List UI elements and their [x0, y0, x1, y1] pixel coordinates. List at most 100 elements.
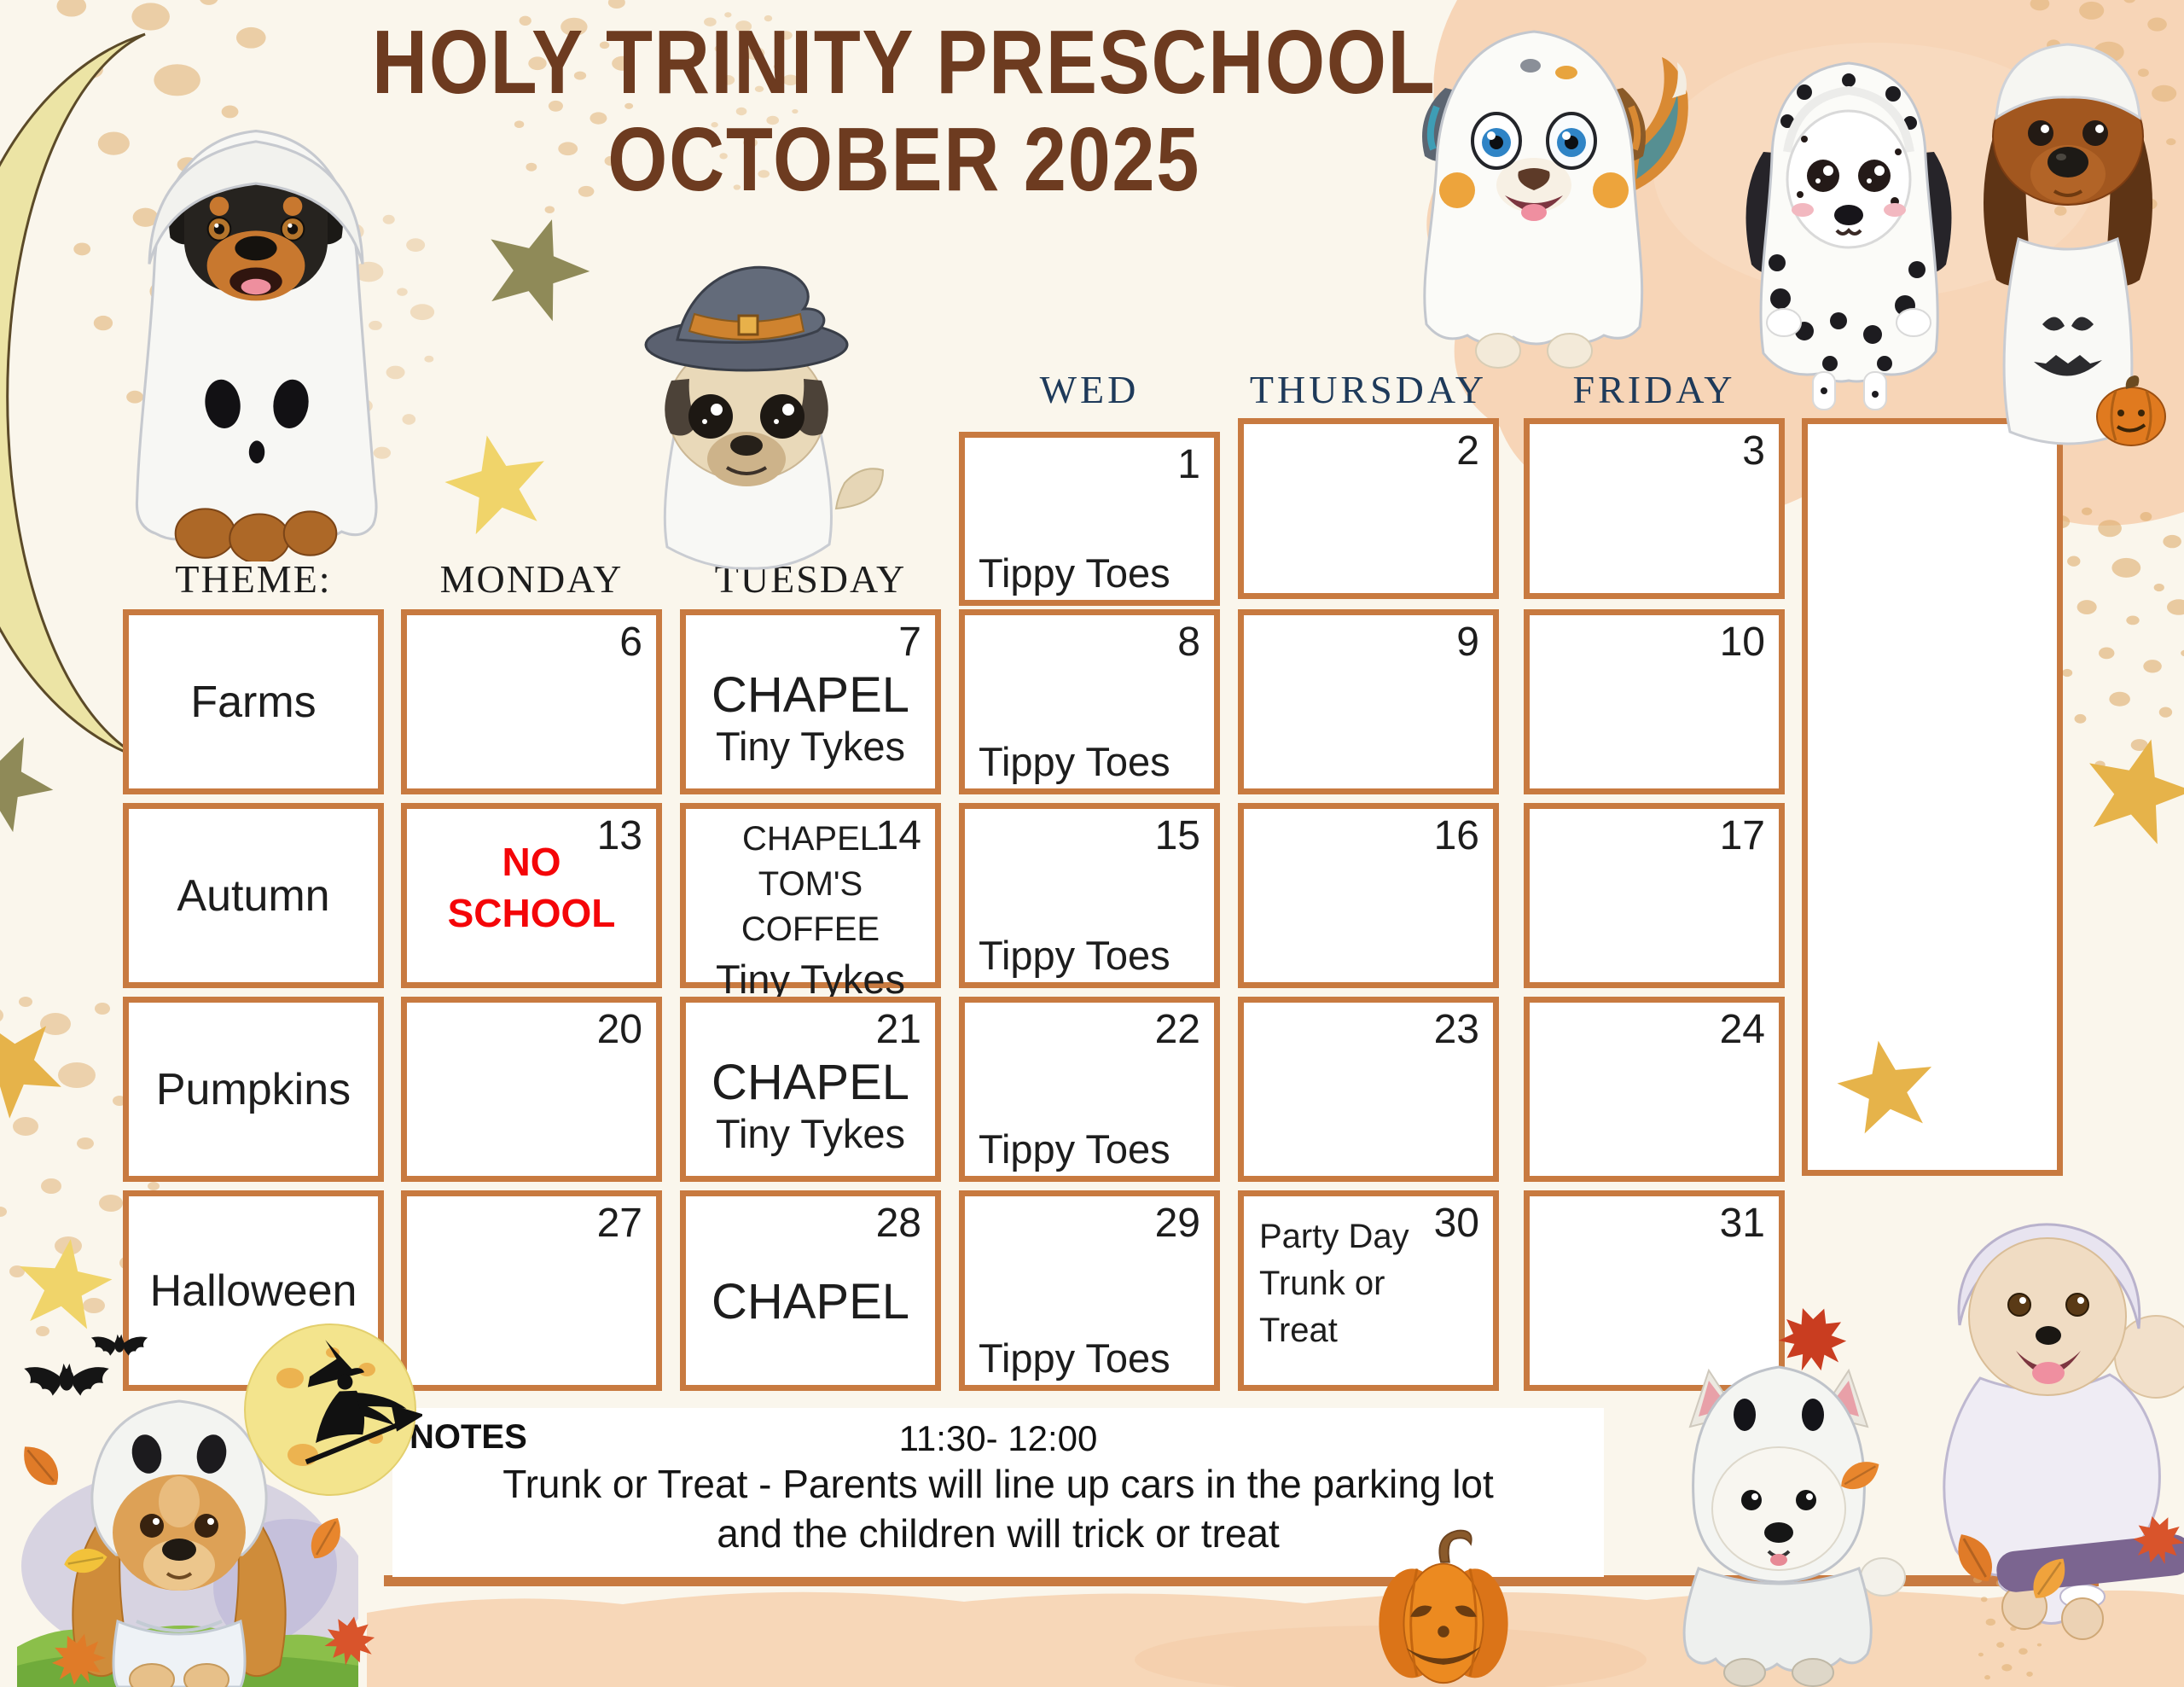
autumn-leaf-icon [1834, 1451, 1886, 1500]
header-theme: THEME: [175, 557, 332, 601]
theme-cell-autumn: Autumn [123, 803, 384, 988]
cocker-spaniel-ghost-dog-illustration [17, 1399, 358, 1687]
day-number: 2 [1456, 428, 1479, 474]
day-number: 1 [1177, 442, 1200, 487]
cell-oct-15: 15 Tippy Toes [959, 803, 1220, 988]
cell-oct-21: 21 CHAPEL Tiny Tykes [680, 997, 941, 1182]
event-label: Party Day [1259, 1218, 1409, 1255]
star-icon [473, 203, 601, 328]
empty-side-box [1802, 418, 2063, 1176]
event-label: CHAPEL [741, 820, 880, 858]
day-number: 24 [1719, 1007, 1765, 1052]
theme-cell-pumpkins: Pumpkins [123, 997, 384, 1182]
header-tuesday: TUESDAY [714, 557, 907, 601]
day-number: 13 [596, 813, 642, 858]
star-icon [12, 1232, 117, 1332]
event-label: Trunk or [1259, 1265, 1385, 1303]
cell-oct-7: 7 CHAPEL Tiny Tykes [680, 609, 941, 794]
notes-line: Trunk or Treat - Parents will line up ca… [502, 1462, 1494, 1506]
notes-section: NOTES 11:30- 12:00 Trunk or Treat - Pare… [392, 1408, 1604, 1577]
page-title: HOLY TRINITY PRESCHOOL OCTOBER 2025 [0, 14, 1809, 208]
cell-oct-23: 23 [1238, 997, 1499, 1182]
notes-time: 11:30- 12:00 [898, 1418, 1098, 1458]
cell-oct-30: 30 Party Day Trunk or Treat [1238, 1190, 1499, 1391]
cell-oct-22: 22 Tippy Toes [959, 997, 1220, 1182]
gold-splatter-cluster [1817, 1570, 2184, 1687]
day-number: 22 [1154, 1007, 1200, 1052]
header-thursday: THURSDAY [1249, 368, 1488, 411]
event-label: Tippy Toes [979, 1126, 1170, 1172]
day-number: 21 [875, 1007, 921, 1052]
day-number: 31 [1719, 1201, 1765, 1246]
title-line1: HOLY TRINITY PRESCHOOL [372, 12, 1437, 113]
day-number: 10 [1719, 620, 1765, 665]
event-label: Tippy Toes [979, 933, 1170, 978]
day-number: 7 [898, 620, 921, 665]
cell-oct-14: 14 CHAPEL TOM'S COFFEE Tiny Tykes [680, 803, 941, 1002]
cell-oct-24: 24 [1524, 997, 1785, 1182]
event-label: CHAPEL [711, 667, 910, 723]
event-label: CHAPEL [711, 1274, 910, 1329]
header-monday: MONDAY [439, 557, 624, 601]
cell-oct-27: 27 [401, 1190, 662, 1391]
no-school-label: SCHOOL [447, 890, 616, 935]
theme-cell-halloween: Halloween [123, 1190, 384, 1391]
cell-oct-6: 6 [401, 609, 662, 794]
day-number: 28 [875, 1201, 921, 1246]
no-school-label: NO [502, 839, 561, 884]
event-label: Tippy Toes [979, 1335, 1170, 1381]
gold-splatter-cluster [2005, 0, 2184, 273]
cell-oct-13: 13 NO SCHOOL [401, 803, 662, 988]
header-friday: FRIDAY [1572, 368, 1736, 411]
event-label: COFFEE [741, 910, 880, 949]
header-wednesday: WED [1039, 368, 1140, 411]
event-label: Treat [1259, 1312, 1338, 1350]
day-number: 17 [1719, 813, 1765, 858]
day-number: 6 [619, 620, 642, 665]
day-number: 9 [1456, 620, 1479, 665]
day-number: 15 [1154, 813, 1200, 858]
event-label: TOM'S [758, 865, 863, 904]
star-icon [1831, 1032, 1942, 1137]
event-label: CHAPEL [711, 1055, 910, 1110]
autumn-leaf-icon [44, 1625, 113, 1687]
star-icon [437, 424, 556, 538]
notes-line: and the children will trick or treat [717, 1511, 1280, 1556]
day-number: 27 [596, 1201, 642, 1246]
theme-label: Farms [190, 677, 317, 727]
title-line2: OCTOBER 2025 [607, 109, 1201, 210]
day-number: 23 [1433, 1007, 1479, 1052]
star-icon [0, 993, 85, 1131]
autumn-leaf-icon [302, 1510, 351, 1566]
star-icon [0, 716, 68, 841]
cell-oct-29: 29 Tippy Toes [959, 1190, 1220, 1391]
cell-oct-3: 3 [1524, 418, 1785, 599]
day-number: 16 [1433, 813, 1479, 858]
theme-label: Pumpkins [155, 1064, 351, 1114]
calendar-bottom-rule [384, 1575, 2099, 1586]
day-number: 30 [1433, 1201, 1479, 1246]
event-label: Tiny Tykes [715, 956, 905, 1002]
cell-oct-28: 28 CHAPEL [680, 1190, 941, 1391]
day-number: 3 [1742, 428, 1765, 474]
cell-oct-10: 10 [1524, 609, 1785, 794]
star-icon [2073, 725, 2184, 850]
day-number: 29 [1154, 1201, 1200, 1246]
day-number: 8 [1177, 620, 1200, 665]
cell-oct-17: 17 [1524, 803, 1785, 988]
cell-oct-8: 8 Tippy Toes [959, 609, 1220, 794]
autumn-leaf-icon [13, 1436, 68, 1495]
notes-label: NOTES [410, 1418, 527, 1456]
theme-cell-farms: Farms [123, 609, 384, 794]
theme-label: Halloween [149, 1265, 357, 1316]
autumn-leaf-icon [61, 1536, 111, 1585]
day-number: 20 [596, 1007, 642, 1052]
autumn-leaf-icon [1771, 1297, 1855, 1382]
cell-oct-1: 1 Tippy Toes [959, 432, 1220, 606]
cell-oct-20: 20 [401, 997, 662, 1182]
cell-oct-2: 2 [1238, 418, 1499, 599]
event-label: Tiny Tykes [715, 1110, 905, 1156]
cell-oct-16: 16 [1238, 803, 1499, 988]
autumn-leaf-icon [2129, 1510, 2184, 1571]
